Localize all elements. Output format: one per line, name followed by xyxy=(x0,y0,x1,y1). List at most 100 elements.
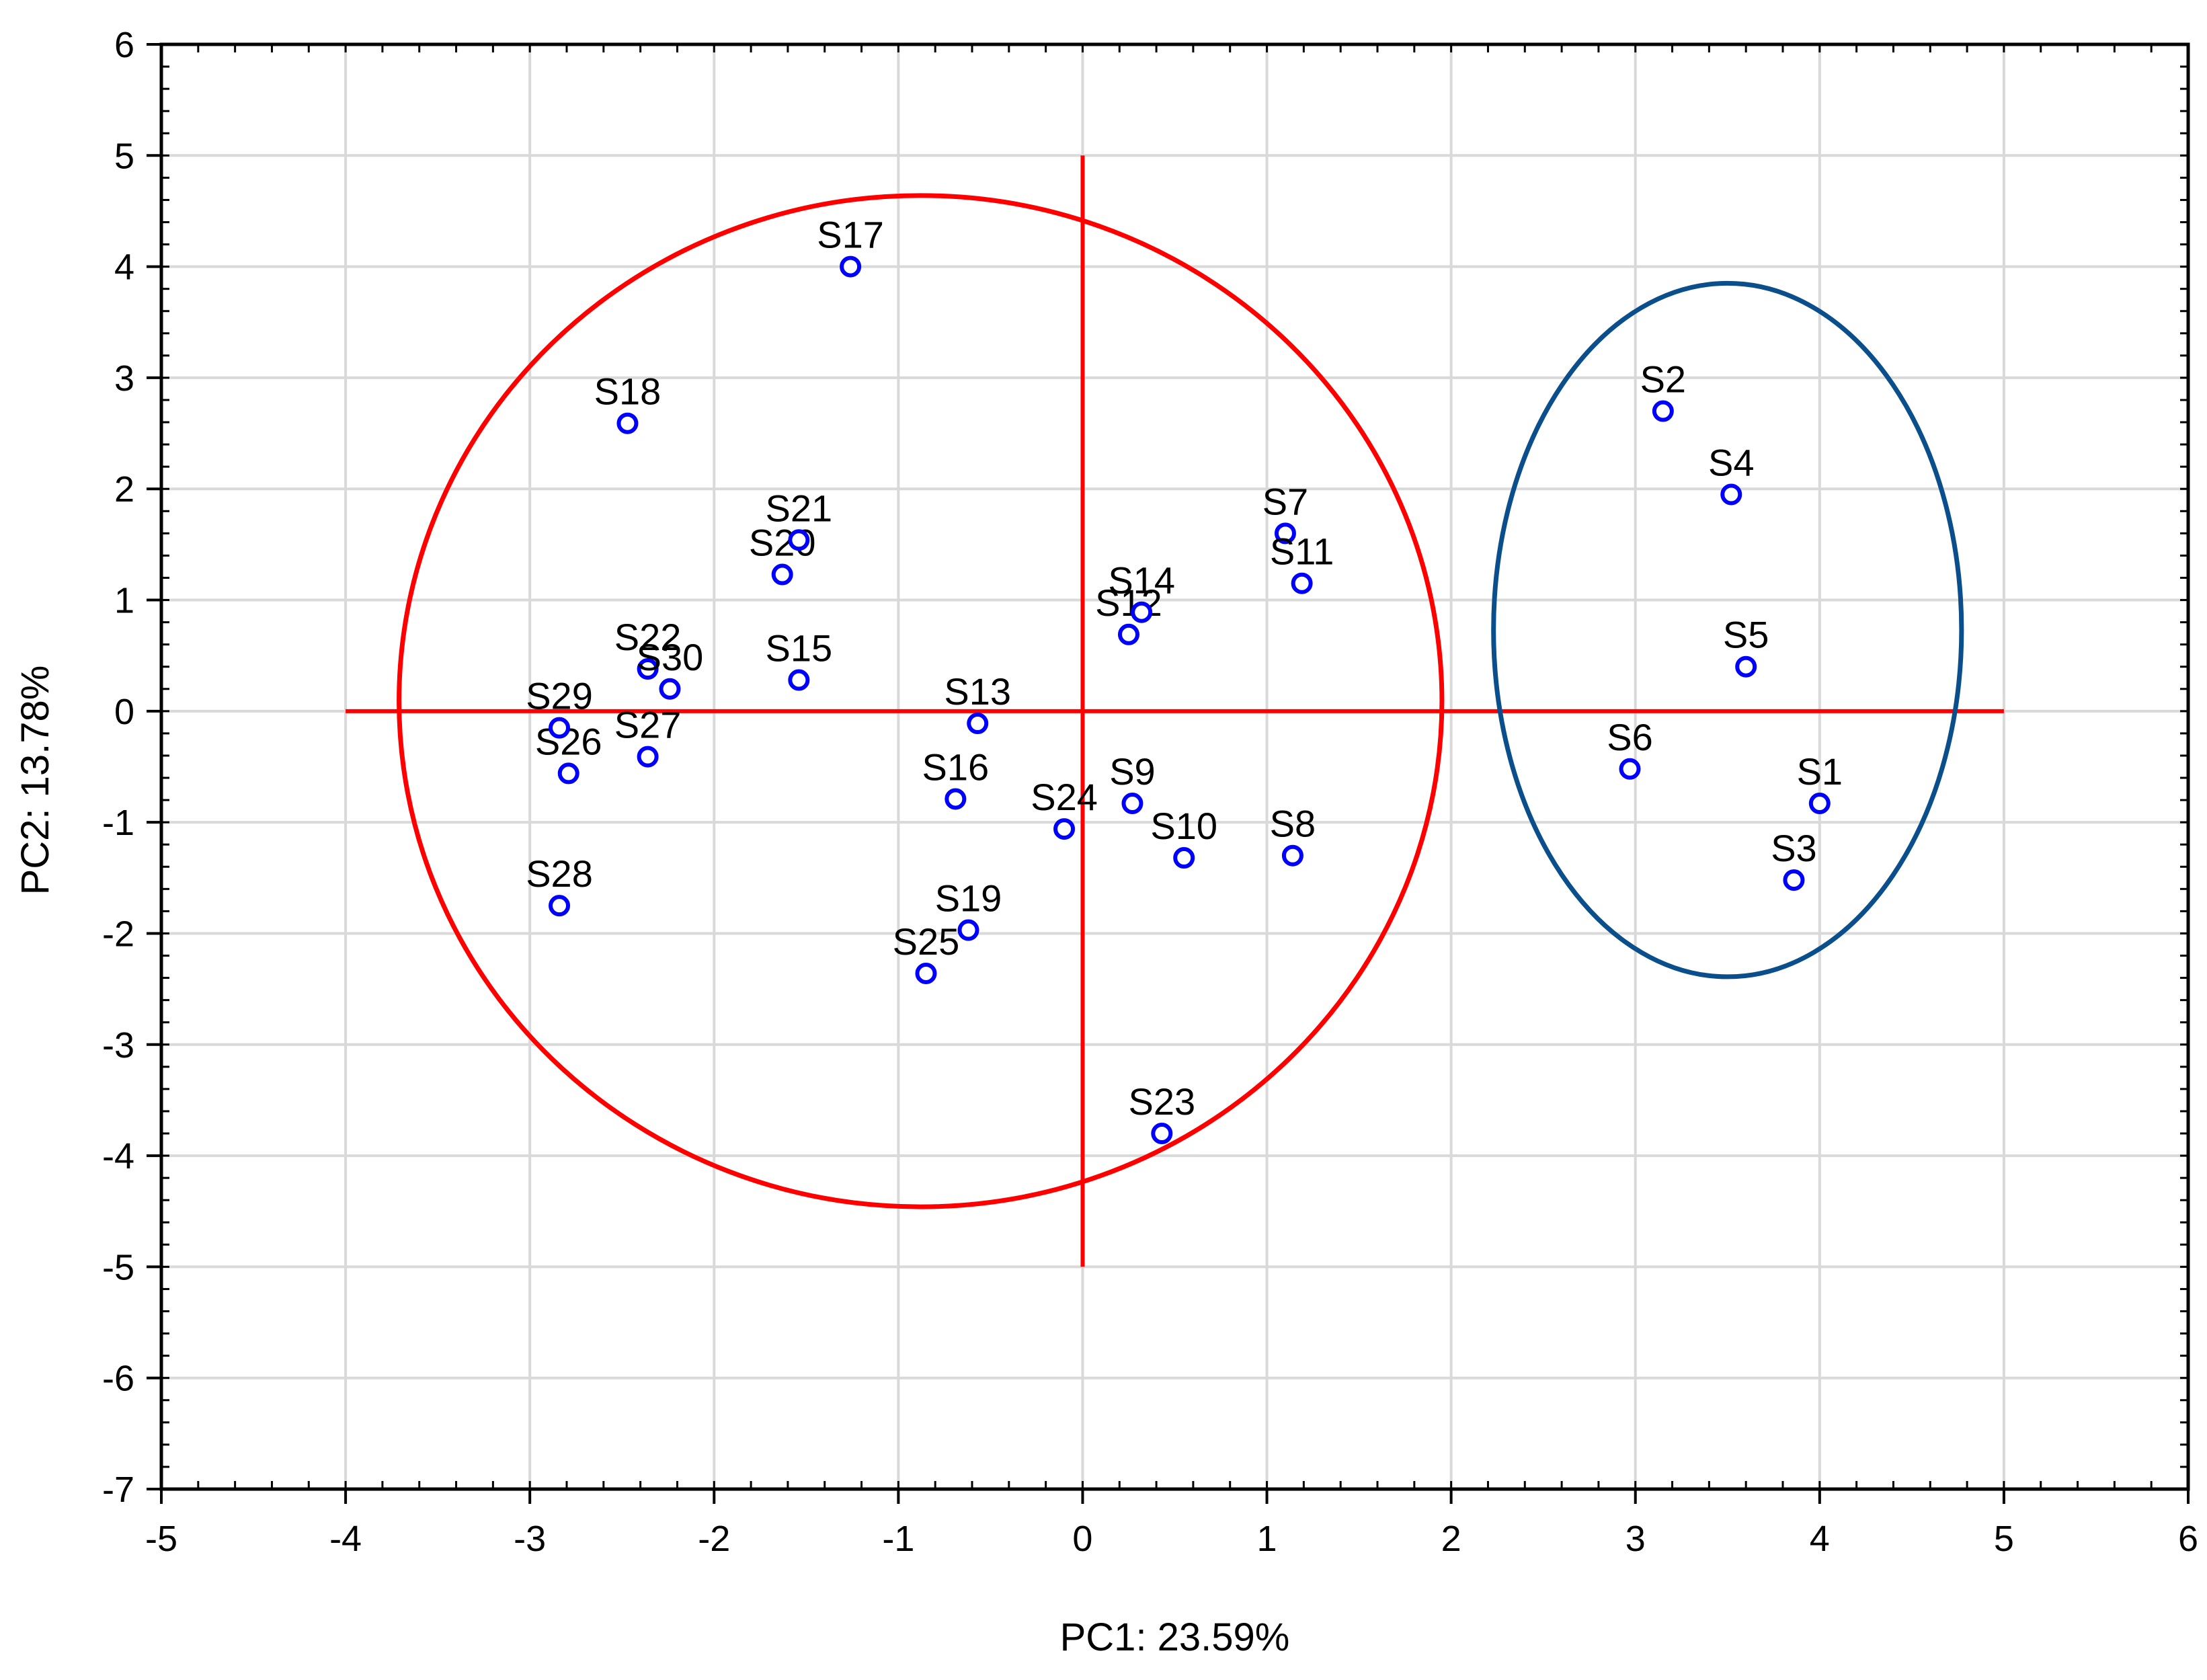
point-label: S13 xyxy=(944,670,1011,713)
y-axis-label: PC2: 13.78% xyxy=(13,666,57,895)
point-marker xyxy=(549,717,571,739)
data-point-s15: S15 xyxy=(766,627,833,691)
data-point-s11: S11 xyxy=(1270,530,1334,594)
point-label: S5 xyxy=(1723,614,1769,656)
x-tick-label: 2 xyxy=(1441,1519,1461,1559)
x-tick-label: 4 xyxy=(1810,1519,1830,1559)
y-tick-label: -3 xyxy=(102,1025,134,1066)
y-tick-label: 4 xyxy=(114,247,134,288)
point-marker xyxy=(659,678,681,700)
y-tick-label: -5 xyxy=(102,1247,134,1287)
point-label: S4 xyxy=(1708,441,1755,483)
data-point-s30: S30 xyxy=(637,636,704,700)
point-marker xyxy=(788,529,810,551)
data-point-s27: S27 xyxy=(614,704,682,768)
data-point-s19: S19 xyxy=(935,877,1002,941)
data-point-s8: S8 xyxy=(1270,803,1316,867)
point-label: S28 xyxy=(526,852,593,895)
data-point-s17: S17 xyxy=(817,214,884,278)
point-marker xyxy=(1652,400,1674,422)
point-label: S23 xyxy=(1128,1080,1195,1123)
point-marker xyxy=(1783,869,1805,891)
y-tick-label: 5 xyxy=(114,136,134,176)
point-marker xyxy=(771,563,793,586)
x-tick-label: 6 xyxy=(2178,1519,2198,1559)
data-point-s16: S16 xyxy=(922,746,990,810)
x-axis-ticks: -5 -4 -3 -2 -1 0 1 2 3 4 5 6 xyxy=(145,1489,2198,1559)
x-tick-label: 5 xyxy=(1994,1519,2014,1559)
reference-lines xyxy=(346,155,2004,1267)
data-point-s23: S23 xyxy=(1128,1080,1195,1145)
data-point-s24: S24 xyxy=(1031,776,1098,840)
point-label: S16 xyxy=(922,746,990,788)
x-tick-label: -5 xyxy=(145,1519,177,1559)
data-point-s29: S29 xyxy=(526,675,593,739)
cluster-ellipse xyxy=(1491,280,1964,979)
point-marker xyxy=(1173,847,1195,869)
point-label: S7 xyxy=(1262,480,1309,522)
data-point-s25: S25 xyxy=(893,920,959,984)
point-label: S29 xyxy=(526,675,593,717)
point-label: S30 xyxy=(637,636,704,678)
y-tick-label: 1 xyxy=(114,581,134,621)
point-label: S19 xyxy=(935,877,1002,920)
point-marker xyxy=(967,713,989,735)
point-marker xyxy=(1619,758,1641,780)
point-label: S6 xyxy=(1607,716,1653,758)
y-tick-label: -7 xyxy=(102,1470,134,1510)
point-marker xyxy=(840,255,862,278)
point-marker xyxy=(1274,522,1296,545)
point-marker xyxy=(1720,483,1742,506)
x-tick-label: 3 xyxy=(1626,1519,1646,1559)
point-marker xyxy=(637,746,659,768)
point-marker xyxy=(1131,601,1153,623)
point-marker xyxy=(1117,623,1139,645)
x-tick-label: -2 xyxy=(698,1519,730,1559)
data-point-s3: S3 xyxy=(1771,827,1817,891)
data-point-s5: S5 xyxy=(1723,614,1769,678)
plot-frame xyxy=(159,42,2190,1491)
y-tick-label: -1 xyxy=(102,803,134,843)
y-tick-label: 0 xyxy=(114,692,134,732)
point-marker xyxy=(1291,572,1313,594)
point-marker xyxy=(945,788,967,810)
point-label: S3 xyxy=(1771,827,1817,869)
data-point-s6: S6 xyxy=(1607,716,1653,780)
point-marker xyxy=(1735,655,1757,678)
point-marker xyxy=(1121,793,1143,815)
point-label: S8 xyxy=(1270,803,1316,845)
point-marker xyxy=(1281,844,1303,867)
point-label: S10 xyxy=(1150,805,1217,847)
x-tick-label: -4 xyxy=(329,1519,362,1559)
x-tick-label: 0 xyxy=(1072,1519,1092,1559)
point-label: S9 xyxy=(1109,750,1156,793)
y-tick-label: -4 xyxy=(102,1136,134,1176)
x-tick-label: -3 xyxy=(514,1519,546,1559)
data-point-s7: S7 xyxy=(1262,480,1309,545)
point-marker xyxy=(1808,793,1831,815)
point-label: S1 xyxy=(1797,750,1843,793)
point-label: S17 xyxy=(817,214,884,256)
point-label: S14 xyxy=(1108,559,1175,602)
y-tick-label: 3 xyxy=(114,358,134,399)
point-label: S21 xyxy=(766,487,833,529)
data-point-s10: S10 xyxy=(1150,805,1217,869)
point-marker xyxy=(549,895,571,917)
y-tick-label: -2 xyxy=(102,914,134,954)
point-label: S27 xyxy=(614,704,682,746)
data-point-s1: S1 xyxy=(1797,750,1843,815)
data-point-s28: S28 xyxy=(526,852,593,917)
data-point-s4: S4 xyxy=(1708,441,1755,506)
cluster-ellipses xyxy=(397,193,1964,1209)
data-point-s13: S13 xyxy=(944,670,1011,735)
x-axis-label: PC1: 23.59% xyxy=(1060,1615,1290,1659)
point-marker xyxy=(616,412,639,434)
point-label: S24 xyxy=(1031,776,1098,818)
point-marker xyxy=(957,919,979,941)
point-label: S2 xyxy=(1640,358,1687,401)
point-marker xyxy=(637,658,659,680)
point-label: S15 xyxy=(766,627,833,670)
point-marker xyxy=(788,669,810,691)
